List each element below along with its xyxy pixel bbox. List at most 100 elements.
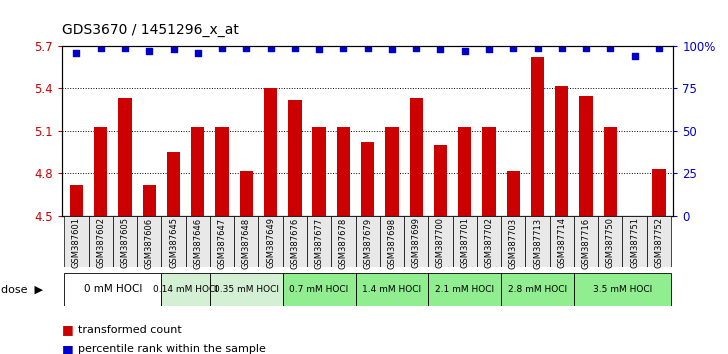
Bar bbox=[380, 216, 404, 267]
Bar bbox=[361, 142, 374, 216]
Text: ■: ■ bbox=[62, 343, 74, 354]
Bar bbox=[428, 273, 501, 306]
Text: 2.8 mM HOCl: 2.8 mM HOCl bbox=[508, 285, 567, 294]
Point bbox=[411, 45, 422, 51]
Text: GSM387648: GSM387648 bbox=[242, 217, 251, 269]
Text: GSM387700: GSM387700 bbox=[436, 217, 445, 268]
Point bbox=[289, 45, 301, 51]
Bar bbox=[288, 100, 301, 216]
Point bbox=[240, 45, 252, 51]
Bar bbox=[453, 216, 477, 267]
Point bbox=[531, 45, 543, 51]
Text: 0.35 mM HOCl: 0.35 mM HOCl bbox=[214, 285, 279, 294]
Bar bbox=[409, 98, 423, 216]
Text: GSM387676: GSM387676 bbox=[290, 217, 299, 269]
Point bbox=[143, 48, 155, 54]
Bar bbox=[191, 127, 205, 216]
Text: 2.1 mM HOCl: 2.1 mM HOCl bbox=[435, 285, 494, 294]
Text: 3.5 mM HOCl: 3.5 mM HOCl bbox=[593, 285, 652, 294]
Point bbox=[167, 47, 179, 52]
Point bbox=[507, 45, 519, 51]
Bar bbox=[646, 216, 671, 267]
Text: GSM387647: GSM387647 bbox=[218, 217, 226, 269]
Text: GSM387649: GSM387649 bbox=[266, 217, 275, 268]
Bar bbox=[312, 127, 326, 216]
Text: GSM387678: GSM387678 bbox=[339, 217, 348, 269]
Point bbox=[362, 45, 373, 51]
Text: GSM387645: GSM387645 bbox=[169, 217, 178, 268]
Text: GSM387751: GSM387751 bbox=[630, 217, 639, 268]
Bar bbox=[434, 145, 447, 216]
Text: GSM387698: GSM387698 bbox=[387, 217, 397, 269]
Bar bbox=[555, 86, 569, 216]
Bar bbox=[186, 216, 210, 267]
Point bbox=[265, 45, 277, 51]
Point bbox=[604, 45, 616, 51]
Bar bbox=[336, 127, 350, 216]
Bar bbox=[70, 185, 83, 216]
Bar bbox=[531, 57, 545, 216]
Bar bbox=[64, 273, 162, 306]
Text: GSM387716: GSM387716 bbox=[582, 217, 590, 269]
Text: GSM387605: GSM387605 bbox=[120, 217, 130, 268]
Text: GSM387752: GSM387752 bbox=[654, 217, 663, 268]
Bar bbox=[264, 88, 277, 216]
Bar bbox=[355, 273, 428, 306]
Point bbox=[119, 45, 131, 51]
Bar bbox=[167, 152, 181, 216]
Bar bbox=[307, 216, 331, 267]
Bar bbox=[89, 216, 113, 267]
Point bbox=[386, 47, 397, 52]
Point bbox=[580, 45, 592, 51]
Point bbox=[338, 45, 349, 51]
Bar bbox=[458, 127, 472, 216]
Bar bbox=[113, 216, 137, 267]
Text: GSM387714: GSM387714 bbox=[557, 217, 566, 268]
Text: GSM387750: GSM387750 bbox=[606, 217, 615, 268]
Point bbox=[71, 50, 82, 56]
Bar bbox=[604, 127, 617, 216]
Point bbox=[629, 53, 641, 59]
Text: GSM387646: GSM387646 bbox=[193, 217, 202, 269]
Bar bbox=[428, 216, 453, 267]
Bar bbox=[550, 216, 574, 267]
Bar bbox=[137, 216, 162, 267]
Point bbox=[313, 47, 325, 52]
Text: 1.4 mM HOCl: 1.4 mM HOCl bbox=[363, 285, 422, 294]
Text: 0.14 mM HOCl: 0.14 mM HOCl bbox=[153, 285, 218, 294]
Text: GSM387703: GSM387703 bbox=[509, 217, 518, 269]
Text: percentile rank within the sample: percentile rank within the sample bbox=[78, 344, 266, 354]
Text: GSM387602: GSM387602 bbox=[96, 217, 106, 268]
Bar bbox=[526, 216, 550, 267]
Point bbox=[556, 45, 568, 51]
Text: 0.7 mM HOCl: 0.7 mM HOCl bbox=[290, 285, 349, 294]
Bar bbox=[507, 171, 520, 216]
Bar bbox=[210, 216, 234, 267]
Text: GSM387701: GSM387701 bbox=[460, 217, 470, 268]
Point bbox=[216, 45, 228, 51]
Bar bbox=[258, 216, 282, 267]
Bar bbox=[598, 216, 622, 267]
Bar bbox=[385, 127, 399, 216]
Bar bbox=[282, 273, 355, 306]
Bar bbox=[162, 273, 210, 306]
Bar bbox=[64, 216, 89, 267]
Point bbox=[483, 47, 495, 52]
Text: GSM387679: GSM387679 bbox=[363, 217, 372, 269]
Text: GDS3670 / 1451296_x_at: GDS3670 / 1451296_x_at bbox=[62, 23, 239, 37]
Bar bbox=[215, 127, 229, 216]
Bar bbox=[234, 216, 258, 267]
Bar bbox=[240, 171, 253, 216]
Bar bbox=[501, 216, 526, 267]
Bar bbox=[282, 216, 307, 267]
Text: GSM387702: GSM387702 bbox=[484, 217, 494, 268]
Bar bbox=[210, 273, 282, 306]
Bar bbox=[501, 273, 574, 306]
Text: GSM387699: GSM387699 bbox=[411, 217, 421, 268]
Bar bbox=[355, 216, 380, 267]
Bar bbox=[574, 273, 671, 306]
Text: GSM387677: GSM387677 bbox=[314, 217, 324, 269]
Bar bbox=[94, 127, 108, 216]
Bar bbox=[404, 216, 428, 267]
Point bbox=[435, 47, 446, 52]
